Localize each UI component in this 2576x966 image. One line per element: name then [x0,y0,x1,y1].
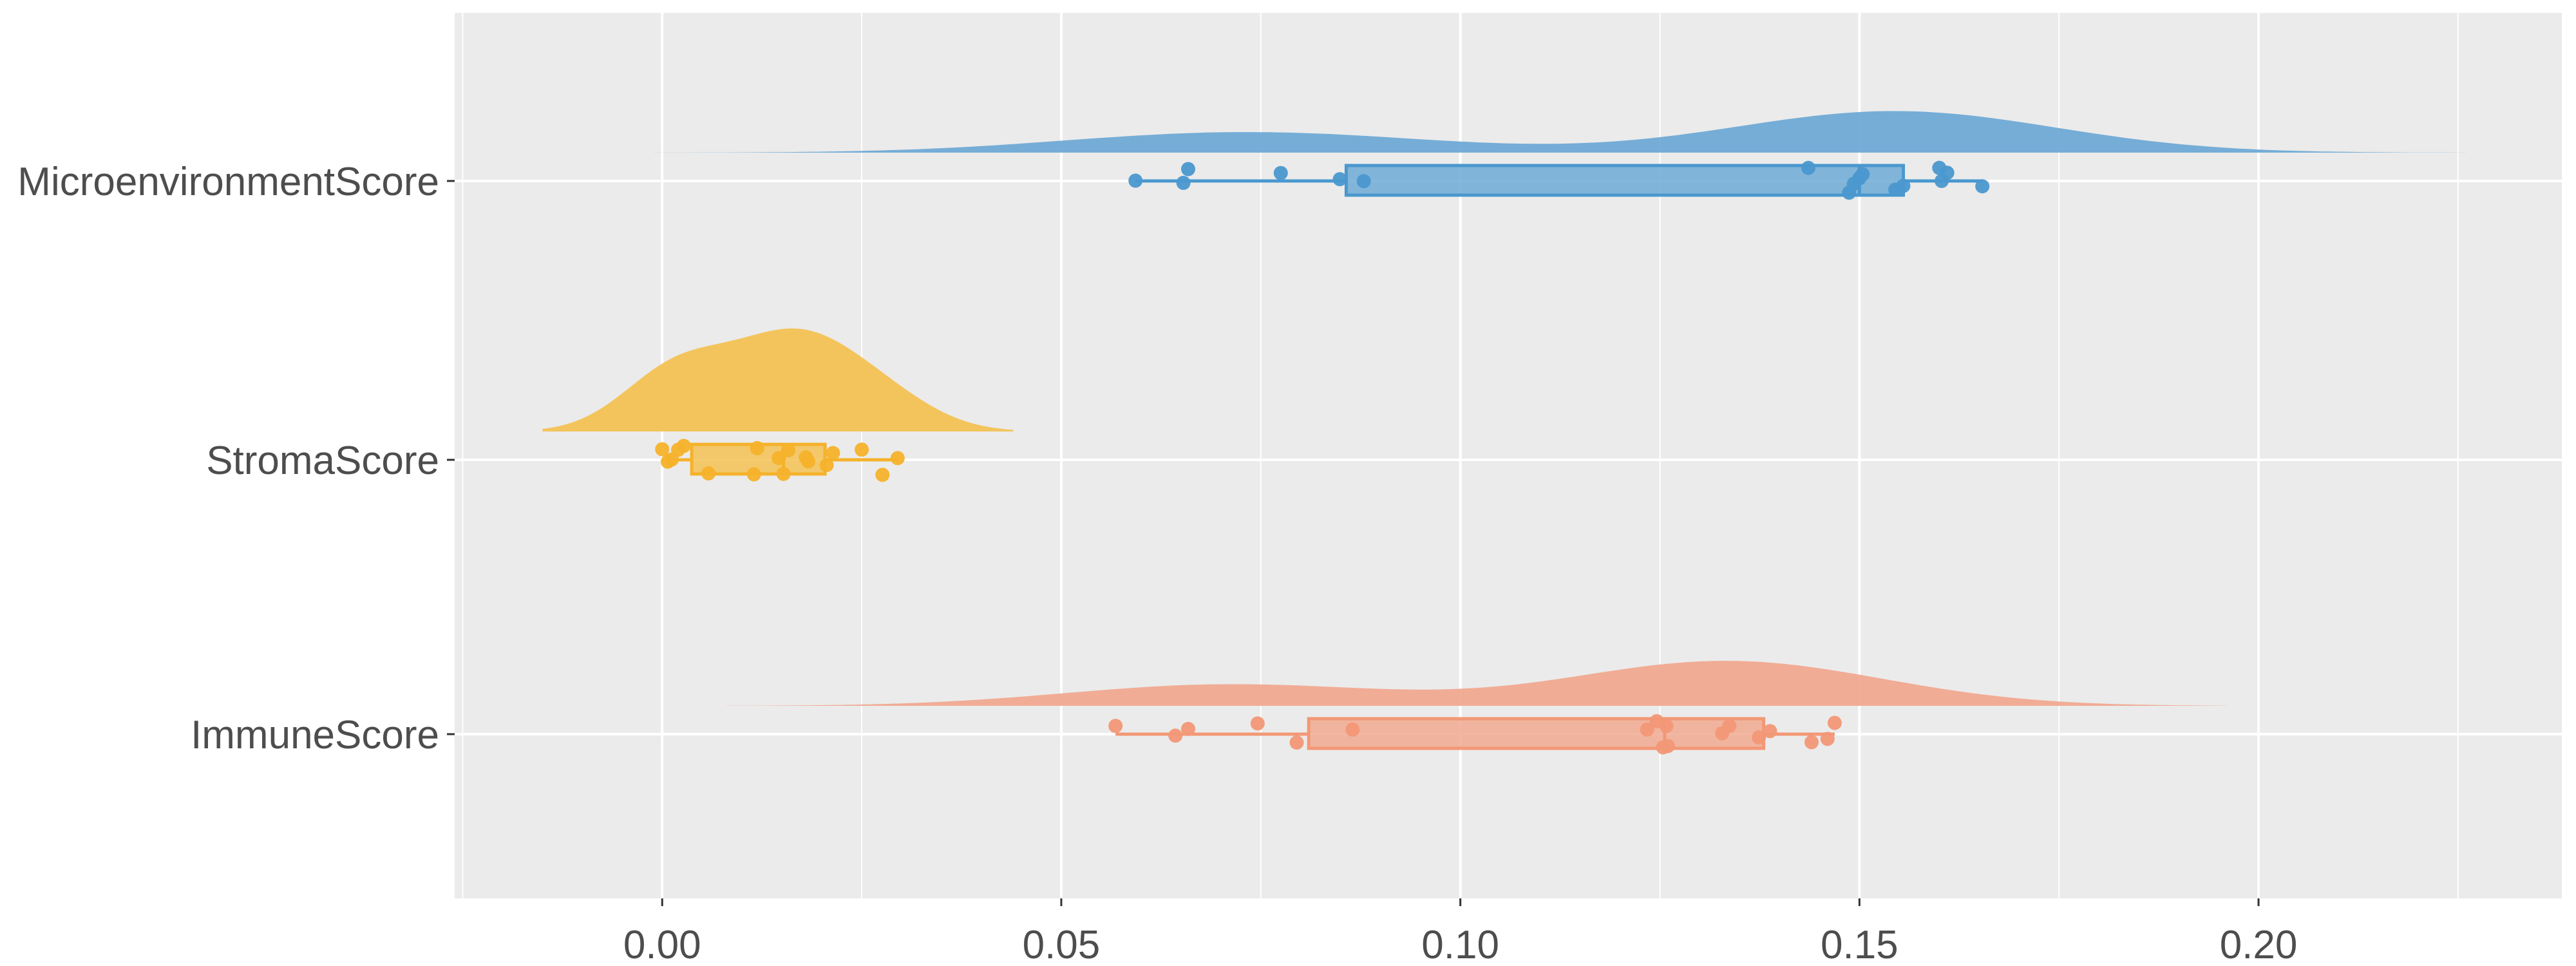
y-tick-label: MicroenvironmentScore [17,160,439,204]
data-point [890,451,905,466]
data-point [1722,719,1737,734]
x-tick-label: 0.05 [1023,923,1101,966]
series-ImmuneScore [726,661,2227,755]
data-point [1827,715,1842,730]
data-point [746,467,761,482]
data-point [1332,172,1347,187]
series-StromaScore [542,328,1014,482]
box [1344,164,1906,197]
data-point [1763,724,1777,739]
data-point [855,442,869,457]
data-point [1181,162,1196,176]
data-point [701,466,716,481]
data-point [875,468,890,482]
x-tick-label: 0.00 [623,923,701,966]
x-tick-label: 0.20 [2220,923,2298,966]
data-point [1855,167,1870,182]
series-layer [542,111,2467,755]
data-point [1896,178,1911,193]
data-point [750,440,764,455]
data-point [801,454,816,469]
data-point [655,442,670,457]
data-point [1940,166,1955,180]
series-MicroenvironmentScore [654,111,2467,200]
x-axis: 0.00 0.05 0.10 0.15 0.20 [623,898,2297,966]
data-point [1168,728,1183,743]
box [1307,717,1766,750]
data-point [819,458,834,473]
data-point [1820,732,1835,746]
density-cloud [726,661,2227,706]
y-tick-label: ImmuneScore [191,713,439,757]
x-tick-label: 0.15 [1821,923,1899,966]
data-point [1273,166,1288,180]
y-tick-label: StromaScore [206,439,439,483]
data-point [1356,174,1371,189]
data-point [826,446,840,460]
data-point [1804,735,1819,750]
data-point [1975,179,1990,194]
data-point [1660,739,1675,753]
data-point [1345,722,1360,737]
data-point [1801,160,1816,175]
data-point [1176,175,1191,190]
data-point [1640,722,1654,737]
data-point [1250,716,1265,731]
y-axis: MicroenvironmentScore StromaScore ImmuneSc… [17,160,455,757]
data-point [1752,730,1766,744]
density-cloud [542,328,1014,431]
data-point [1659,719,1674,734]
data-point [781,443,796,458]
data-point [776,466,791,481]
data-point [1128,173,1143,188]
data-point [1181,721,1196,736]
data-point [772,451,786,466]
data-point [1289,735,1304,750]
data-point [1108,719,1123,734]
data-point [676,439,691,453]
density-cloud [654,111,2467,153]
x-tick-label: 0.10 [1421,923,1499,966]
